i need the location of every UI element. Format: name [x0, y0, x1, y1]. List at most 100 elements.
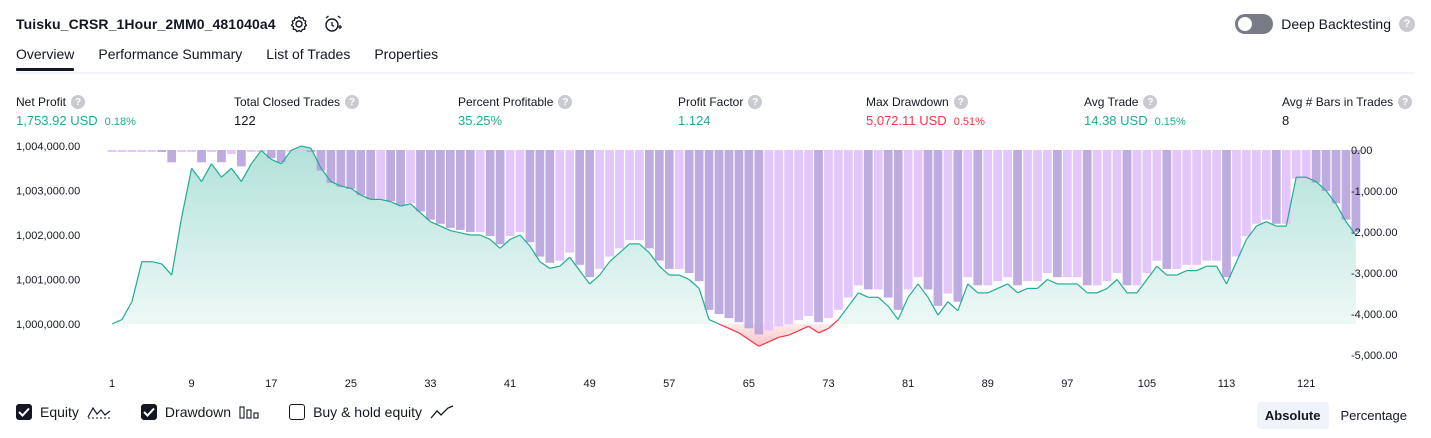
drawdown-bar: [1023, 150, 1032, 282]
x-axis-tick-label: 113: [1218, 378, 1236, 390]
x-axis-tick-label: 41: [504, 378, 516, 390]
info-icon[interactable]: ?: [748, 95, 763, 109]
drawdown-bar: [1122, 150, 1132, 286]
right-axis-tick-label: -1,000.00: [1351, 186, 1397, 198]
equity-line-segment: [897, 297, 909, 320]
tab-overview[interactable]: Overview: [16, 46, 75, 71]
equity-line-segment: [788, 330, 799, 336]
equity-line-segment: [1285, 177, 1297, 227]
drawdown-bar: [177, 150, 187, 152]
drawdown-bar: [266, 150, 276, 159]
drawdown-bar: [883, 150, 893, 298]
equity-line-segment: [907, 283, 919, 298]
drawdown-bar: [674, 150, 684, 269]
settings-gear-icon[interactable]: [288, 13, 310, 35]
equity-line-segment: [569, 256, 581, 271]
equity-line-segment: [121, 301, 133, 320]
drawdown-bar: [933, 150, 943, 306]
equity-line-segment: [1196, 265, 1207, 272]
drawdown-bar: [326, 150, 336, 183]
drawdown-bar: [893, 150, 903, 310]
equity-line-segment: [250, 150, 262, 165]
equity-line-segment: [658, 265, 670, 276]
drawdown-bar: [366, 150, 376, 200]
metric-label: Net Profit: [16, 95, 67, 109]
buy-hold-checkbox[interactable]: [289, 404, 306, 420]
info-icon[interactable]: ?: [1398, 95, 1413, 109]
equity-checkbox[interactable]: [16, 404, 32, 420]
info-icon[interactable]: ?: [71, 95, 86, 109]
info-icon[interactable]: ?: [345, 95, 360, 109]
tab-list-of-trades[interactable]: List of Trades: [266, 46, 351, 62]
equity-line-segment: [778, 334, 789, 338]
drawdown-bar: [416, 150, 425, 212]
equity-line-segment: [1096, 287, 1108, 294]
equity-line-segment: [310, 147, 322, 169]
x-axis-tick-label: 65: [743, 378, 755, 390]
drawdown-bar: [356, 150, 366, 196]
equity-line-segment: [440, 225, 451, 232]
deep-backtesting-toggle[interactable]: [1235, 14, 1274, 34]
equity-line-segment: [1076, 283, 1088, 294]
equity-line-segment: [917, 283, 929, 298]
equity-line-segment: [589, 274, 601, 285]
percentage-mode-button[interactable]: Percentage: [1340, 408, 1408, 423]
metric-percent: 0.18%: [104, 116, 136, 128]
metric-label: Percent Profitable: [458, 95, 554, 109]
info-icon[interactable]: ?: [1143, 95, 1158, 109]
drawdown-bar: [1033, 150, 1042, 282]
absolute-mode-button[interactable]: Absolute: [1256, 402, 1329, 429]
drawdown-bar: [396, 150, 405, 206]
drawdown-bar: [545, 150, 555, 263]
equity-line-segment: [161, 263, 173, 276]
info-icon[interactable]: ?: [558, 95, 573, 109]
tab-performance-summary[interactable]: Performance Summary: [98, 46, 243, 62]
equity-line-segment: [390, 201, 401, 207]
drawdown-bar: [635, 150, 644, 241]
drawdown-bar: [1013, 150, 1022, 286]
equity-line-segment: [1156, 265, 1168, 276]
equity-line-segment: [798, 325, 809, 332]
drawdown-bar: [1212, 150, 1221, 261]
drawdown-bar: [714, 150, 724, 314]
drawdown-bar: [923, 150, 933, 290]
drawdown-bar: [276, 150, 286, 163]
drawdown-bar: [1252, 150, 1261, 224]
equity-line-segment: [927, 297, 939, 316]
right-axis-tick-label: -5,000.00: [1351, 350, 1397, 362]
drawdown-bar: [455, 150, 465, 230]
equity-line-segment: [678, 274, 690, 281]
drawdown-bar: [445, 150, 455, 228]
drawdown-checkbox[interactable]: [140, 404, 157, 420]
equity-line-segment: [400, 203, 411, 207]
equity-line-segment: [201, 163, 213, 182]
x-axis-tick-label: 9: [189, 378, 195, 390]
equity-line-segment: [688, 279, 700, 289]
drawdown-bar: [505, 150, 515, 237]
report-tabs: Overview Performance Summary List of Tra…: [16, 46, 438, 71]
metric-net-profit: Net Profit? 1,753.92 USD 0.18%: [16, 94, 136, 128]
equity-line-segment: [111, 319, 123, 325]
add-alert-clock-icon[interactable]: [322, 13, 344, 35]
drawdown-bar: [654, 150, 664, 261]
drawdown-bar: [625, 150, 634, 241]
equity-line-segment: [1216, 265, 1228, 285]
tab-properties[interactable]: Properties: [374, 46, 439, 62]
legend-equity: Equity: [16, 404, 111, 420]
drawdown-bar: [436, 150, 445, 224]
equity-line-segment: [1225, 261, 1238, 285]
equity-line-segment: [430, 221, 441, 227]
drawdown-bar: [744, 150, 754, 329]
metric-value: 1,753.92 USD: [16, 113, 98, 128]
drawdown-bar: [595, 150, 604, 269]
help-icon[interactable]: ?: [1399, 16, 1415, 32]
x-axis-tick-label: 89: [982, 378, 994, 390]
metric-avg-trade: Avg Trade? 14.38 USD 0.15%: [1084, 94, 1186, 128]
buy-hold-line-icon: [430, 405, 454, 419]
equity-line-segment: [847, 292, 859, 307]
drawdown-bar: [236, 150, 246, 167]
drawdown-bar: [107, 150, 117, 152]
info-icon[interactable]: ?: [953, 95, 968, 109]
drawdown-bar: [475, 150, 485, 232]
